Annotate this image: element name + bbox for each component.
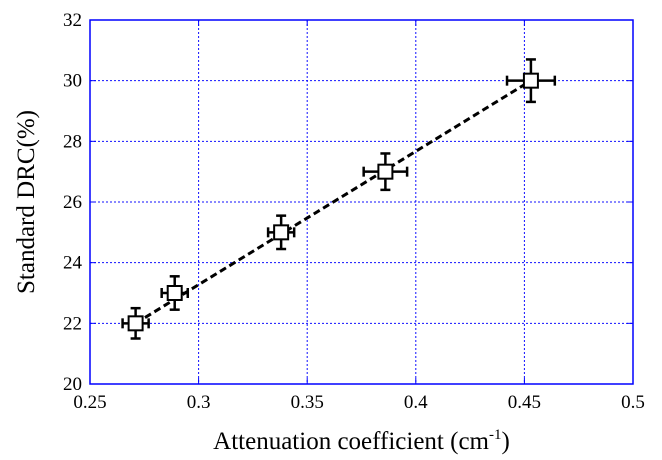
x-axis-label-suffix: ) [502, 428, 510, 455]
y-tick-label: 22 [63, 313, 82, 334]
square-marker [522, 72, 539, 89]
y-tick-label: 32 [63, 10, 82, 31]
y-tick-label: 24 [63, 253, 83, 274]
data-point [505, 58, 557, 104]
x-tick-label: 0.45 [508, 392, 541, 413]
x-tick-label: 0.25 [73, 392, 106, 413]
axis-ticks: 0.25 0.3 0.35 0.4 0.45 0.5 20 22 24 26 28 30 32 [63, 10, 645, 413]
y-tick-label: 20 [63, 374, 82, 395]
x-axis-label-main: Attenuation coefficient (cm [213, 428, 489, 455]
grid-lines [90, 20, 633, 384]
data-point [362, 152, 409, 192]
x-axis-label: Attenuation coefficient (cm-1) [213, 427, 510, 455]
x-tick-label: 0.4 [404, 392, 428, 413]
fit-line-layer [134, 79, 532, 325]
data-point [121, 306, 150, 340]
y-tick-label: 28 [63, 131, 82, 152]
x-tick-label: 0.35 [291, 392, 324, 413]
x-axis-label-superscript: -1 [489, 427, 502, 443]
y-axis-label: Standard DRC(%) [13, 110, 40, 294]
data-point [160, 275, 189, 311]
square-marker [377, 163, 394, 180]
x-tick-label: 0.3 [187, 392, 211, 413]
square-marker [273, 224, 290, 241]
square-marker [127, 315, 144, 332]
y-tick-label: 26 [63, 192, 82, 213]
data-point [266, 214, 296, 251]
fit-line [134, 79, 532, 325]
x-tick-label: 0.5 [621, 392, 645, 413]
y-tick-label: 30 [63, 71, 82, 92]
data-points [121, 58, 557, 340]
square-marker [166, 285, 183, 301]
